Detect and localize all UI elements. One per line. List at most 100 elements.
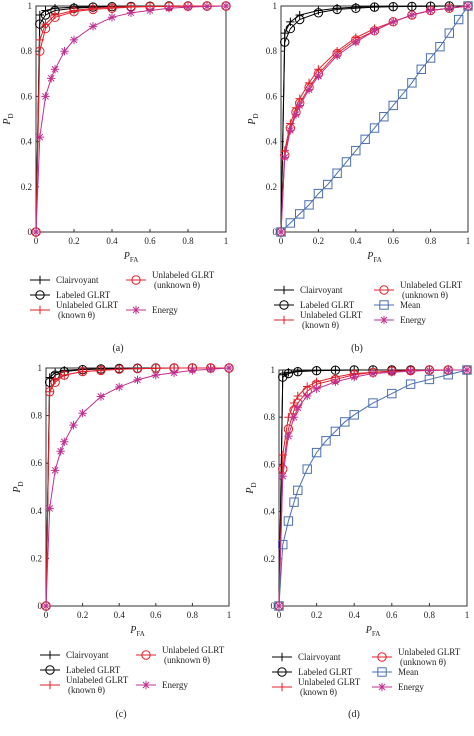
data-point xyxy=(332,4,342,15)
data-point xyxy=(285,23,296,34)
data-point xyxy=(304,85,314,94)
series-line xyxy=(45,367,229,607)
data-point xyxy=(96,392,106,401)
data-point xyxy=(360,134,370,145)
y-tick-label: 1 xyxy=(28,1,33,11)
data-point xyxy=(463,1,473,11)
y-tick-label: 0.8 xyxy=(21,46,33,56)
x-axis-label: PFA xyxy=(123,251,139,264)
data-point xyxy=(350,372,359,382)
x-tick-label: 1 xyxy=(227,610,232,620)
series-clairvoyant xyxy=(41,363,234,611)
data-point xyxy=(295,101,304,110)
y-axis-label: PD xyxy=(2,113,15,125)
legend-label: Unlabeled GLRT xyxy=(398,647,461,657)
series-line xyxy=(278,369,467,607)
legend-label-line2: (unknown θ) xyxy=(164,655,210,665)
legend-label: Labeled GLRT xyxy=(56,290,111,300)
legend-entry-unl_known: Unlabeled GLRT(known θ) xyxy=(274,310,363,330)
series-line xyxy=(278,369,467,607)
series-unlabeled-glrt-known- xyxy=(31,1,231,237)
legend-label: Unlabeled GLRT xyxy=(56,300,119,310)
data-point xyxy=(351,37,360,47)
data-point xyxy=(388,100,398,111)
series-line xyxy=(35,5,227,233)
series-unlabeled-glrt-unknown- xyxy=(31,1,231,237)
data-point xyxy=(368,398,378,408)
data-point xyxy=(425,366,434,375)
legend-entry-energy: Energy xyxy=(372,682,424,692)
data-point xyxy=(126,8,136,17)
data-point xyxy=(462,365,472,375)
legend-swatch-marker xyxy=(35,290,45,300)
series-line xyxy=(45,367,230,607)
x-tick-label: 1 xyxy=(465,610,470,620)
series-line xyxy=(45,367,229,607)
data-point xyxy=(314,6,323,15)
legend-entry-labeled: Labeled GLRT xyxy=(274,300,355,310)
data-point xyxy=(59,370,70,380)
panel-label: (a) xyxy=(112,343,123,354)
y-tick-label: 0.6 xyxy=(266,91,278,101)
data-point xyxy=(276,227,286,237)
data-point xyxy=(41,601,51,611)
y-tick-label: 0 xyxy=(38,601,43,611)
series-line xyxy=(35,5,226,233)
data-point xyxy=(280,153,289,162)
y-axis-label-sub: D xyxy=(252,113,260,118)
data-point xyxy=(40,10,51,20)
data-point xyxy=(60,437,69,446)
legend-swatch-marker xyxy=(377,652,387,662)
x-tick-label: 0.8 xyxy=(182,236,194,246)
legend-swatch-marker xyxy=(379,285,389,295)
y-tick-label: 0.2 xyxy=(31,553,42,563)
series-line xyxy=(280,5,469,233)
x-tick-label: 0.2 xyxy=(68,236,79,246)
series-clairvoyant xyxy=(31,1,231,237)
series-labeled-glrt xyxy=(41,363,234,611)
data-point xyxy=(188,366,197,375)
data-point xyxy=(35,46,45,56)
data-point xyxy=(77,366,88,377)
data-point xyxy=(202,2,212,11)
x-tick-label: 0.2 xyxy=(77,610,88,620)
y-tick-label: 0.6 xyxy=(31,458,43,468)
data-point xyxy=(274,601,284,611)
data-point xyxy=(132,364,143,374)
legend-swatch-marker xyxy=(141,680,151,690)
legend-label: Energy xyxy=(398,682,424,692)
y-tick-label: 0.4 xyxy=(266,137,278,147)
data-point xyxy=(311,366,322,376)
x-tick-label: 0.6 xyxy=(144,236,156,246)
data-point xyxy=(169,368,179,377)
series-labeled-glrt xyxy=(274,365,472,611)
data-point xyxy=(50,377,60,387)
x-axis-label: PFA xyxy=(129,625,145,638)
x-tick-label: 1 xyxy=(466,236,471,246)
x-tick-label: 0 xyxy=(44,610,49,620)
data-point xyxy=(145,6,155,15)
data-point xyxy=(285,218,296,228)
x-axis-label: PFA xyxy=(366,251,382,264)
data-point xyxy=(323,179,333,190)
chart-panel-3: 0 0.2 0.4 0.6 0.8 1 0 0.2 0.4 0.6 0.8 1 PFA PD Clairvo… xyxy=(12,363,234,720)
x-tick-label: 0.6 xyxy=(150,610,162,620)
series-mean xyxy=(274,365,472,611)
legend-label: Unlabeled GLRT xyxy=(152,270,215,280)
legend-swatch-marker xyxy=(277,652,287,662)
legend-swatch-marker xyxy=(45,650,55,660)
data-point xyxy=(164,4,174,13)
legend-swatch-marker xyxy=(377,667,387,677)
data-point xyxy=(444,365,453,375)
data-point xyxy=(387,368,396,377)
legend-swatch-marker xyxy=(277,682,287,692)
plot-frame xyxy=(35,5,227,233)
data-point xyxy=(349,410,359,420)
y-tick-label: 0.2 xyxy=(264,554,275,564)
legend-entry-labeled: Labeled GLRT xyxy=(40,665,121,675)
x-tick-label: 0.4 xyxy=(114,610,126,620)
data-point xyxy=(397,89,408,99)
y-axis-label-sub: D xyxy=(7,113,15,118)
